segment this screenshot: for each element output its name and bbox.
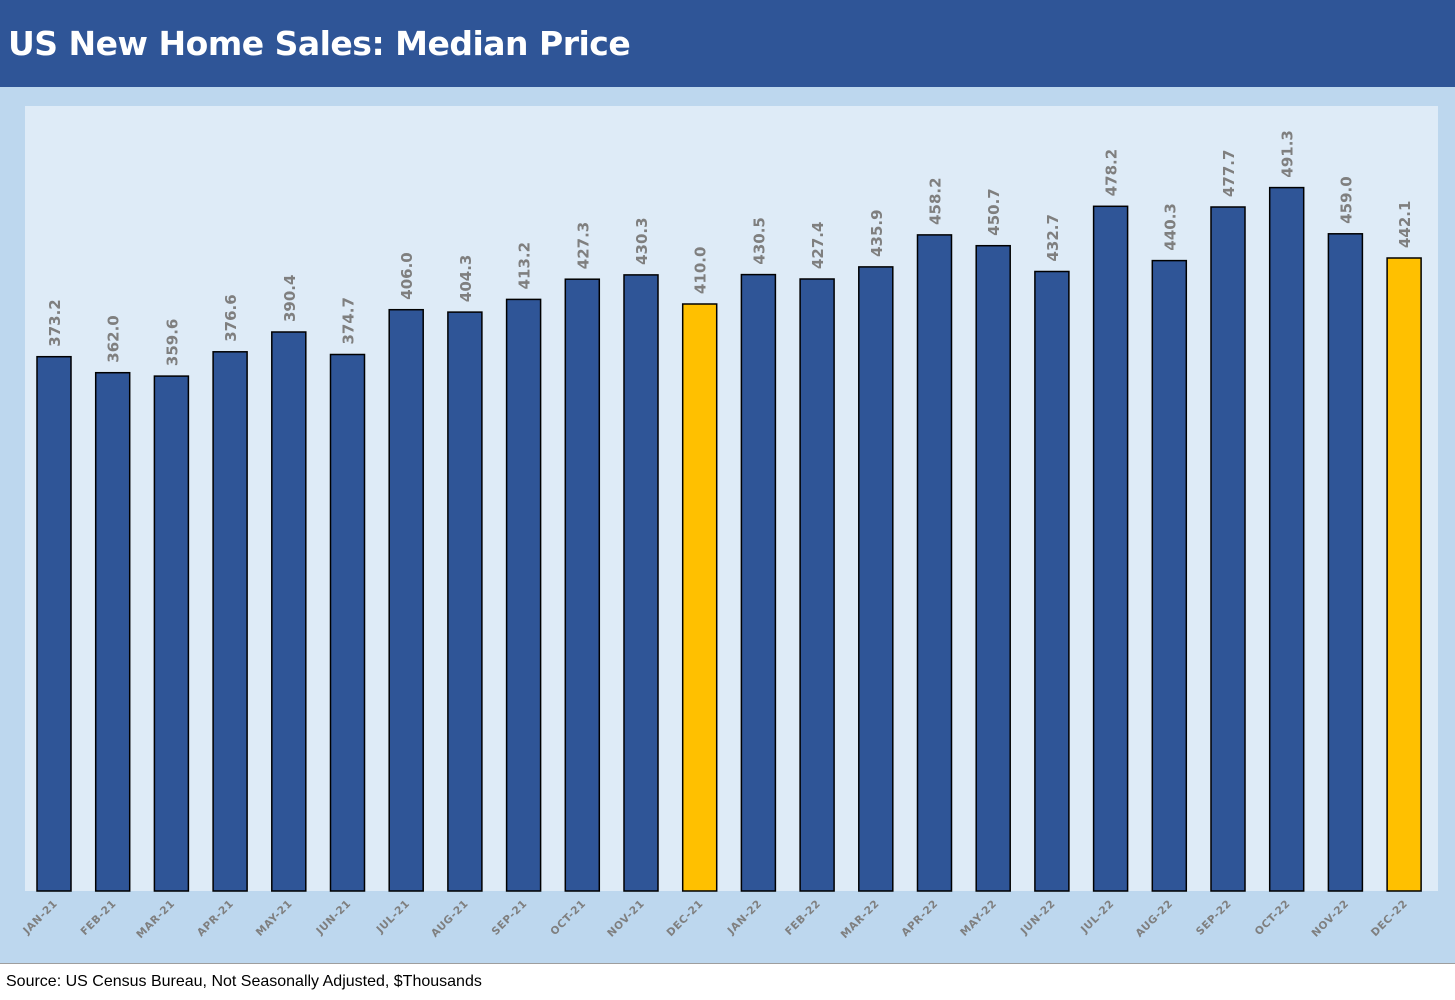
bar-mar-22	[858, 266, 894, 892]
bar-jun-21	[329, 353, 366, 892]
tick-label-oct-22: OCT-22	[1253, 898, 1293, 938]
tick-label-jul-22: JUL-22	[1078, 898, 1117, 937]
data-label-feb-21: 362.0	[105, 315, 123, 362]
bar-jun-22	[1034, 270, 1070, 892]
tick-label-may-21: MAY-21	[254, 898, 295, 939]
tick-label-oct-21: OCT-21	[548, 898, 588, 938]
bar-oct-21	[564, 278, 601, 892]
tick-label-aug-21: AUG-21	[429, 898, 471, 940]
bar-sep-21	[505, 298, 542, 892]
data-label-jul-22: 478.2	[1103, 149, 1121, 196]
bar-nov-22	[1327, 233, 1364, 892]
bar-nov-21	[623, 274, 659, 892]
bar-aug-22	[1151, 259, 1188, 892]
data-label-jun-22: 432.7	[1044, 214, 1062, 261]
bar-oct-22	[1268, 186, 1305, 892]
data-label-mar-21: 359.6	[163, 319, 181, 366]
bar-dec-21	[681, 303, 718, 892]
tick-label-feb-22: FEB-22	[783, 898, 823, 938]
data-label-mar-22: 435.9	[868, 209, 886, 256]
tick-label-dec-21: DEC-21	[665, 898, 706, 939]
tick-label-dec-22: DEC-22	[1369, 898, 1410, 939]
tick-label-jun-21: JUN-21	[313, 898, 353, 938]
source-note: Source: US Census Bureau, Not Seasonally…	[6, 973, 482, 990]
data-label-aug-22: 440.3	[1161, 203, 1179, 250]
data-label-nov-22: 459.0	[1337, 176, 1355, 223]
data-label-nov-21: 430.3	[633, 217, 651, 264]
data-label-feb-22: 427.4	[809, 222, 827, 269]
data-label-aug-21: 404.3	[457, 255, 475, 302]
tick-label-aug-22: AUG-22	[1133, 898, 1175, 940]
data-label-sep-22: 477.7	[1220, 150, 1238, 197]
bar-apr-22	[916, 234, 953, 892]
bar-may-21	[271, 331, 307, 892]
data-label-may-21: 390.4	[281, 275, 299, 322]
tick-label-nov-21: NOV-21	[605, 898, 647, 940]
tick-label-apr-21: APR-21	[195, 898, 236, 939]
bar-dec-22	[1386, 257, 1422, 892]
bar-mar-21	[153, 375, 190, 892]
bar-may-22	[975, 244, 1011, 892]
tick-label-sep-22: SEP-22	[1194, 898, 1234, 938]
bar-apr-21	[212, 351, 248, 892]
tick-label-nov-22: NOV-22	[1310, 898, 1352, 940]
chart-title: US New Home Sales: Median Price	[8, 24, 631, 63]
bar-jan-21	[36, 355, 72, 892]
tick-label-sep-21: SEP-21	[490, 898, 530, 938]
bar-aug-21	[447, 311, 483, 892]
data-label-oct-21: 427.3	[574, 222, 592, 269]
tick-label-jul-21: JUL-21	[374, 898, 413, 937]
bar-jul-22	[1092, 205, 1129, 892]
data-label-dec-22: 442.1	[1396, 201, 1414, 248]
tick-label-feb-21: FEB-21	[79, 898, 119, 938]
chart-area: 373.2 JAN-21 362.0 FEB-21 359.6 MAR-21 376.6 AP…	[0, 87, 1455, 963]
data-label-jan-22: 430.5	[750, 217, 768, 264]
bar-jul-21	[388, 308, 424, 892]
tick-label-mar-21: MAR-21	[134, 898, 177, 941]
data-label-dec-21: 410.0	[692, 247, 710, 294]
bar-feb-21	[94, 371, 131, 892]
tick-label-mar-22: MAR-22	[839, 898, 882, 941]
data-label-jun-21: 374.7	[340, 297, 358, 344]
bar-feb-22	[799, 278, 835, 892]
data-label-apr-21: 376.6	[222, 294, 240, 341]
chart-header: US New Home Sales: Median Price	[0, 0, 1455, 87]
data-label-jan-21: 373.2	[46, 299, 64, 346]
data-label-oct-22: 491.3	[1279, 130, 1297, 177]
tick-label-jan-22: JAN-22	[725, 898, 765, 938]
chart-footer: Source: US Census Bureau, Not Seasonally…	[0, 963, 1455, 1000]
plot-area	[25, 106, 1438, 891]
bar-chart: 373.2 JAN-21 362.0 FEB-21 359.6 MAR-21 376.6 AP…	[20, 130, 1422, 941]
data-label-jul-21: 406.0	[398, 252, 416, 299]
bar-sep-22	[1210, 206, 1246, 892]
data-label-may-22: 450.7	[985, 188, 1003, 235]
data-label-apr-22: 458.2	[927, 177, 945, 224]
bar-jan-22	[740, 273, 777, 892]
data-label-sep-21: 413.2	[516, 242, 534, 289]
tick-label-jan-21: JAN-21	[20, 898, 60, 938]
tick-label-apr-22: APR-22	[899, 898, 940, 939]
tick-label-jun-22: JUN-22	[1018, 898, 1058, 938]
tick-label-may-22: MAY-22	[958, 898, 999, 939]
